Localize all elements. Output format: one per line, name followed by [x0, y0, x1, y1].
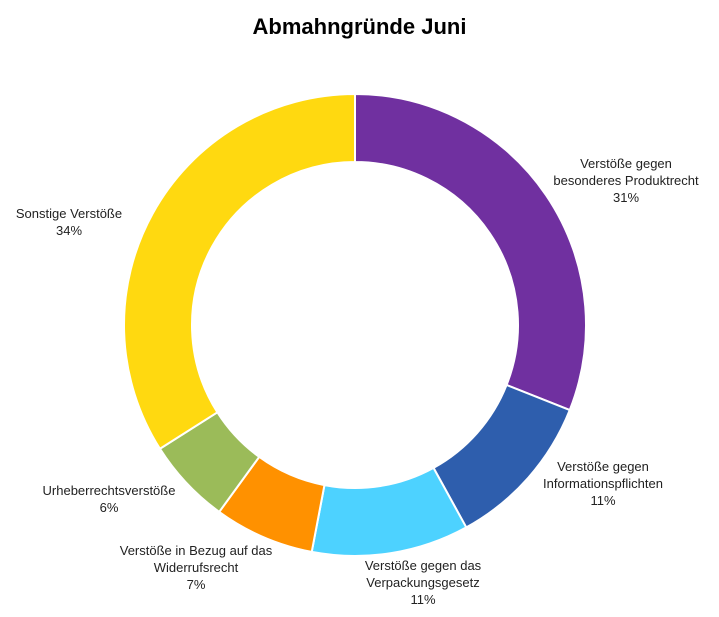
slice-value-label: 7% — [187, 577, 206, 592]
slice-category-label: Verpackungsgesetz — [366, 575, 479, 590]
slice-label: Urheberrechtsverstöße 6% — [43, 483, 176, 515]
slice-category-label: Urheberrechtsverstöße — [43, 483, 176, 498]
slice-value-label: 34% — [56, 223, 82, 238]
slice-label: Sonstige Verstöße 34% — [16, 206, 122, 238]
slice-category-label: Widerrufsrecht — [154, 560, 239, 575]
slice-category-label: Verstöße in Bezug auf das — [120, 543, 273, 558]
slice-category-label: Sonstige Verstöße — [16, 206, 122, 221]
chart-title: Abmahngründe Juni — [252, 14, 467, 39]
slice-category-label: Verstöße gegen — [580, 156, 672, 171]
slice-category-label: besonderes Produktrecht — [553, 173, 699, 188]
slice-category-label: Verstöße gegen — [557, 459, 649, 474]
donut-slice — [354, 92, 587, 412]
slice-label: Verstöße in Bezug auf das Widerrufsrecht 7… — [120, 543, 273, 592]
slice-category-label: Informationspflichten — [543, 476, 663, 491]
slice-category-label: Verstöße gegen das — [365, 558, 482, 573]
slice-value-label: 11% — [590, 493, 615, 508]
slice-value-label: 31% — [613, 190, 639, 205]
slice-value-label: 6% — [100, 500, 119, 515]
slice-label: Verstöße gegen das Verpackungsgesetz 11% — [365, 558, 482, 607]
slice-label: Verstöße gegen besonderes Produktrecht 31% — [553, 156, 699, 205]
slice-label: Verstöße gegen Informationspflichten 11% — [543, 459, 663, 508]
donut-slice — [123, 92, 356, 451]
slice-value-label: 11% — [410, 592, 435, 607]
